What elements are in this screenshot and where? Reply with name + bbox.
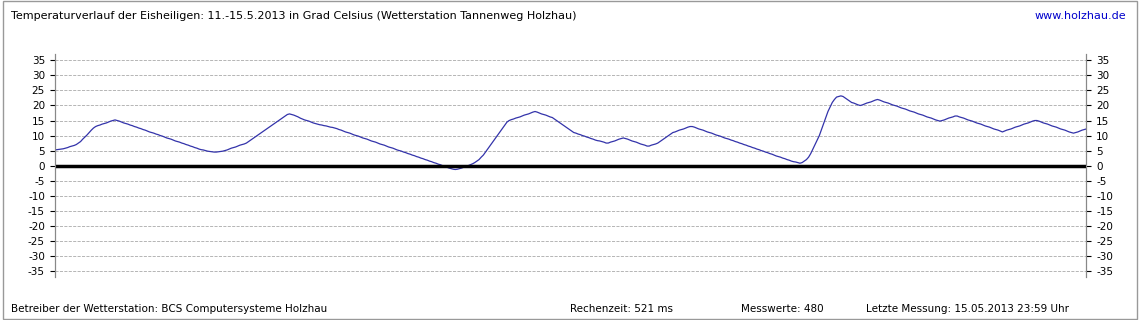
Text: Betreiber der Wetterstation: BCS Computersysteme Holzhau: Betreiber der Wetterstation: BCS Compute… bbox=[11, 304, 327, 314]
Text: Temperaturverlauf der Eisheiligen: 11.-15.5.2013 in Grad Celsius (Wetterstation : Temperaturverlauf der Eisheiligen: 11.-1… bbox=[11, 11, 577, 21]
Text: Letzte Messung: 15.05.2013 23:59 Uhr: Letzte Messung: 15.05.2013 23:59 Uhr bbox=[866, 304, 1069, 314]
Text: www.holzhau.de: www.holzhau.de bbox=[1035, 11, 1126, 21]
Text: Messwerte: 480: Messwerte: 480 bbox=[741, 304, 823, 314]
Text: Rechenzeit: 521 ms: Rechenzeit: 521 ms bbox=[570, 304, 673, 314]
